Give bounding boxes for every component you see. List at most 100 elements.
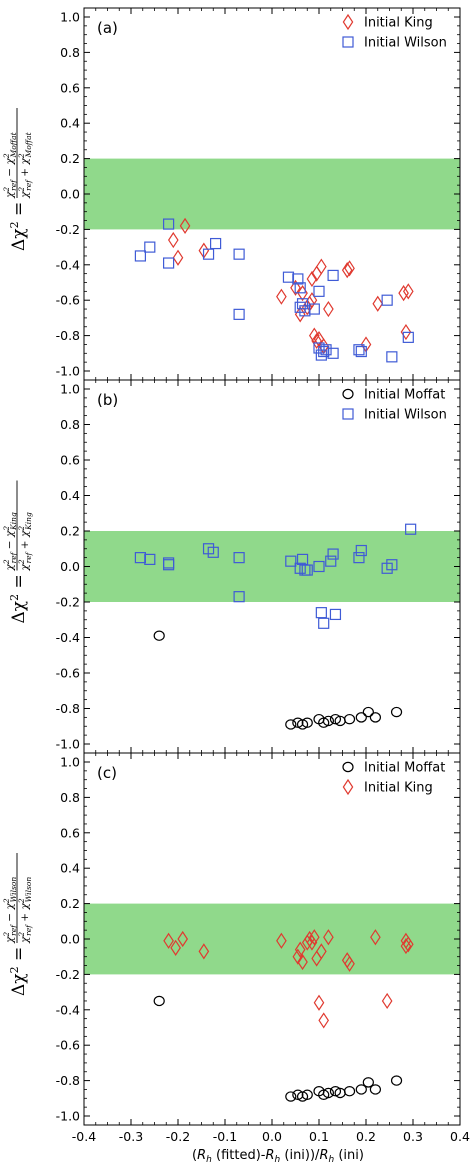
data-point-square (329, 608, 342, 621)
data-point-square (144, 553, 156, 566)
data-point-diamond (316, 943, 327, 960)
y-tick-label: 0.8 (60, 45, 80, 60)
y-tick-label: -1.0 (56, 364, 80, 379)
svg-text:χ2ref + χ2Wilson: χ2ref + χ2Wilson (17, 877, 33, 944)
legend-label: Initial Moffat (364, 388, 445, 403)
data-point-square (355, 544, 367, 557)
data-point-diamond (276, 288, 287, 305)
data-point-circle (285, 1091, 297, 1102)
data-point-diamond (290, 279, 301, 296)
data-point-square (207, 546, 219, 558)
y-tick-label: 0.0 (60, 187, 80, 202)
y-tick-label: -0.2 (56, 967, 80, 982)
data-point-diamond (400, 323, 412, 341)
x-tick-label: 0.0 (262, 1129, 282, 1144)
data-point-diamond (167, 231, 179, 249)
data-point-diamond (306, 934, 318, 951)
data-point-diamond (306, 292, 318, 309)
data-point-diamond (172, 249, 184, 266)
svg-text:χ2ref + χ2Moffat: χ2ref + χ2Moffat (17, 131, 33, 199)
data-point-diamond (344, 955, 355, 972)
y-tick-label: -1.0 (56, 1109, 80, 1124)
svg-text:χ2ref − χ2Moffat: χ2ref − χ2Moffat (2, 131, 18, 199)
data-point-circle (301, 1089, 313, 1100)
data-point-circle (362, 706, 374, 718)
data-point-square (318, 617, 330, 629)
data-point-square (233, 248, 245, 260)
data-point-circle (390, 1075, 403, 1086)
y-tick-label: 0.4 (60, 116, 80, 131)
x-tick-label: -0.4 (72, 1129, 96, 1144)
x-tick-label: -0.1 (213, 1129, 237, 1144)
data-point-square (313, 560, 325, 573)
data-point-square (202, 248, 215, 260)
svg-text:Δχ2 =: Δχ2 = (8, 202, 29, 251)
data-point-diamond (342, 778, 354, 796)
data-point-diamond (292, 948, 304, 965)
data-point-diamond (318, 1012, 330, 1029)
panel-label: (c) (97, 764, 117, 782)
y-tick-label: 0.6 (60, 80, 80, 95)
x-tick-label: -0.2 (166, 1129, 190, 1144)
svg-text:χ2ref − χ2Wilson: χ2ref − χ2Wilson (2, 877, 18, 944)
data-point-square (285, 555, 297, 567)
y-tick-label: -0.8 (56, 701, 80, 716)
legend-label: Initial Wilson (364, 36, 447, 51)
data-point-square (144, 241, 156, 253)
svg-text:χ2ref − χ2King: χ2ref − χ2King (2, 512, 18, 571)
panel-label: (b) (97, 391, 118, 409)
legend-label: Initial Moffat (364, 761, 445, 776)
data-point-square (296, 298, 309, 310)
data-point-diamond (170, 939, 181, 956)
data-point-square (327, 347, 339, 359)
data-point-circle (342, 761, 354, 773)
data-point-square (315, 607, 327, 619)
legend: Initial Moffat Initial Wilson (342, 388, 447, 423)
data-point-diamond (163, 932, 174, 949)
tolerance-band (84, 531, 460, 602)
data-point-diamond (402, 283, 414, 300)
y-tick-label: 1.0 (60, 755, 80, 770)
x-axis-label: (Rh (fitted)-Rh (ini))/Rh (ini) (192, 1148, 364, 1165)
y-tick-label: 0.2 (60, 151, 80, 166)
y-tick-label: 0.4 (60, 861, 80, 876)
data-point-circle (390, 706, 403, 718)
y-tick-label: -0.8 (56, 328, 80, 343)
legend: Initial King Initial Wilson (342, 13, 447, 51)
data-point-diamond (398, 285, 409, 302)
data-point-square (353, 344, 365, 356)
data-point-square (163, 559, 175, 571)
data-point-square (210, 237, 222, 250)
data-point-square (233, 552, 245, 564)
y-tick-label: 0.2 (60, 524, 80, 539)
data-point-square (353, 552, 365, 564)
data-point-diamond (301, 934, 313, 951)
data-point-diamond (344, 260, 355, 277)
data-point-diamond (341, 262, 353, 279)
x-tick-label: 0.3 (403, 1129, 423, 1144)
data-point-diamond (316, 258, 327, 275)
data-point-square (163, 257, 175, 269)
data-point-square (292, 273, 304, 285)
data-point-diamond (323, 929, 334, 946)
series-2 (163, 929, 414, 1029)
data-point-square (402, 331, 414, 343)
y-tick-label: -1.0 (56, 737, 80, 752)
data-point-square (233, 308, 245, 320)
data-point-diamond (402, 936, 414, 953)
data-point-diamond (342, 13, 354, 31)
y-tick-label: 0.2 (60, 896, 80, 911)
data-point-circle (343, 1086, 356, 1097)
data-point-diamond (308, 929, 320, 946)
data-point-diamond (198, 943, 210, 960)
data-point-square (299, 305, 311, 317)
y-tick-label: 0.8 (60, 790, 80, 805)
tolerance-band (84, 158, 460, 230)
data-point-diamond (370, 929, 381, 946)
legend-label: Initial Wilson (364, 408, 447, 423)
data-point-circle (153, 630, 165, 641)
data-point-square (327, 269, 339, 282)
data-point-square (355, 345, 367, 358)
y-tick-label: 0.6 (60, 453, 80, 468)
